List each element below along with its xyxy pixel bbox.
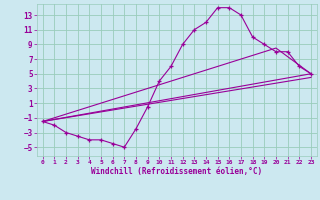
X-axis label: Windchill (Refroidissement éolien,°C): Windchill (Refroidissement éolien,°C): [91, 167, 262, 176]
